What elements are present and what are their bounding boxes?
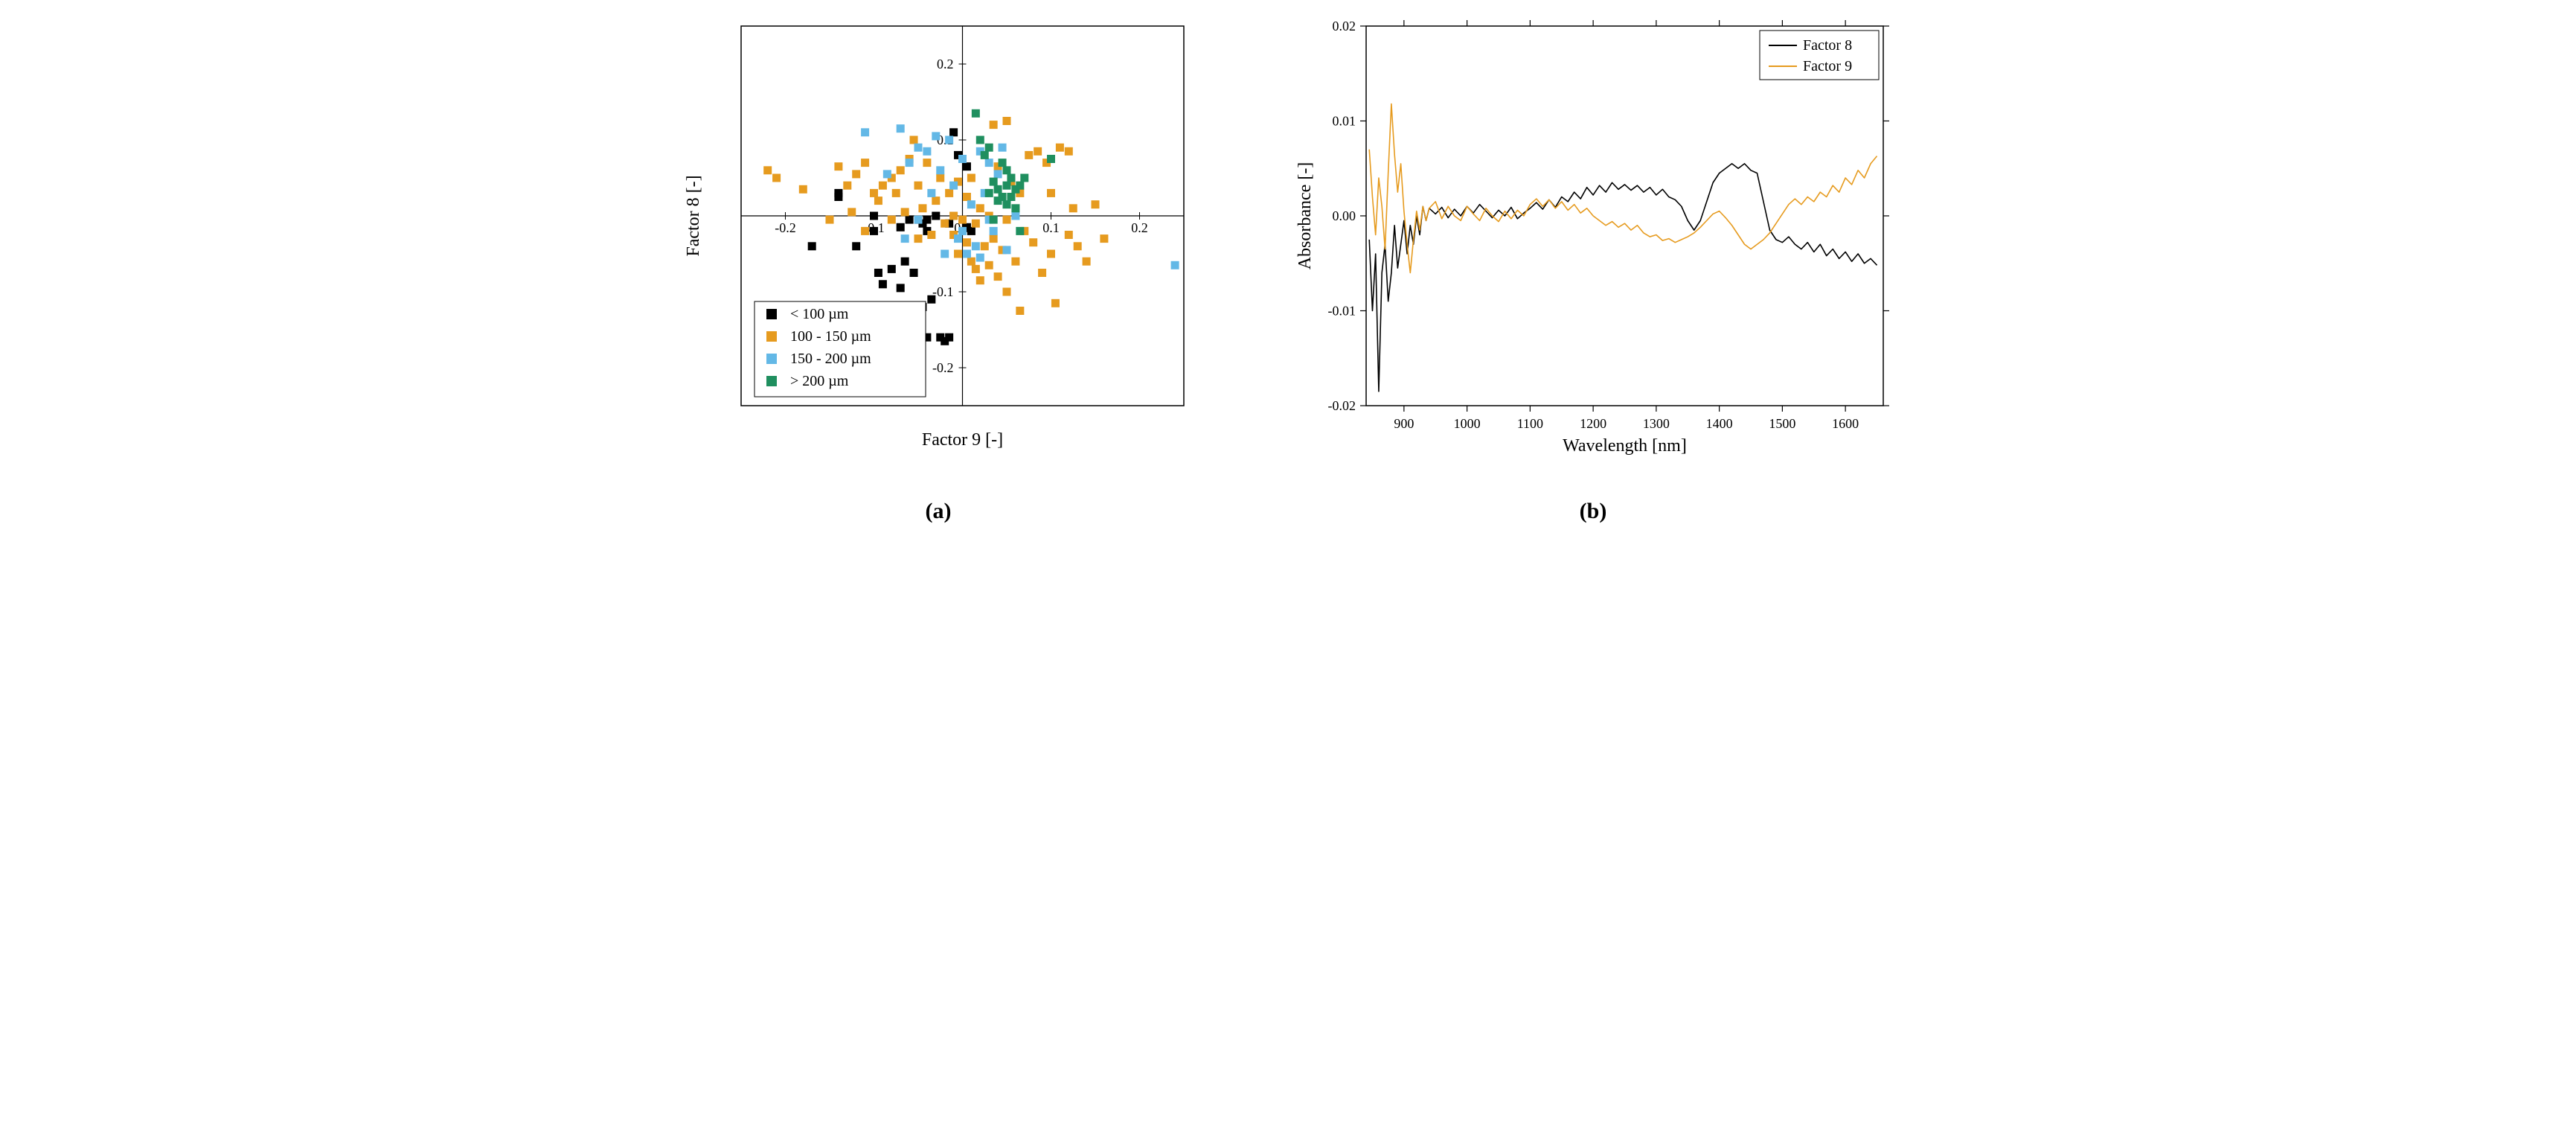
svg-text:-0.2: -0.2: [775, 220, 796, 235]
svg-text:0.00: 0.00: [1333, 208, 1356, 223]
svg-text:0.2: 0.2: [937, 57, 954, 71]
svg-text:Factor 8 [-]: Factor 8 [-]: [684, 175, 703, 256]
svg-text:1300: 1300: [1643, 416, 1670, 431]
svg-text:100 - 150 µm: 100 - 150 µm: [790, 328, 871, 345]
svg-text:1400: 1400: [1706, 416, 1733, 431]
scatter-chart: -0.2-0.10.00.10.2-0.2-0.10.10.2Factor 9 …: [678, 15, 1199, 462]
svg-text:-0.01: -0.01: [1328, 304, 1356, 319]
svg-text:0.02: 0.02: [1333, 19, 1356, 33]
svg-text:Wavelength [nm]: Wavelength [nm]: [1563, 436, 1687, 456]
svg-text:900: 900: [1394, 416, 1414, 431]
svg-text:1000: 1000: [1454, 416, 1481, 431]
svg-text:0.2: 0.2: [1131, 220, 1148, 235]
svg-text:1600: 1600: [1832, 416, 1859, 431]
svg-text:1500: 1500: [1769, 416, 1795, 431]
figure-row: -0.2-0.10.00.10.2-0.2-0.10.10.2Factor 9 …: [15, 15, 2561, 524]
svg-text:1100: 1100: [1517, 416, 1543, 431]
svg-text:1200: 1200: [1580, 416, 1606, 431]
svg-text:< 100 µm: < 100 µm: [790, 306, 849, 322]
panel-b-label: (b): [1580, 499, 1607, 524]
svg-text:0.1: 0.1: [1042, 220, 1060, 235]
line-chart: 900 1000 1100 1200 1300 1400 1500 1600 -0.02 -0.0…: [1288, 15, 1898, 462]
panel-a: -0.2-0.10.00.10.2-0.2-0.10.10.2Factor 9 …: [678, 15, 1199, 524]
svg-text:Factor 8: Factor 8: [1803, 37, 1852, 54]
svg-text:150 - 200 µm: 150 - 200 µm: [790, 351, 871, 367]
svg-text:Factor 9 [-]: Factor 9 [-]: [922, 430, 1003, 450]
svg-text:-0.02: -0.02: [1328, 398, 1356, 413]
svg-text:> 200 µm: > 200 µm: [790, 373, 849, 389]
svg-text:-0.2: -0.2: [932, 360, 954, 375]
svg-text:Factor 9: Factor 9: [1803, 58, 1852, 74]
panel-a-label: (a): [926, 499, 952, 524]
panel-b: 900 1000 1100 1200 1300 1400 1500 1600 -0.02 -0.0…: [1288, 15, 1898, 524]
svg-text:0.01: 0.01: [1333, 114, 1356, 129]
svg-text:Absorbance [-]: Absorbance [-]: [1295, 162, 1315, 270]
